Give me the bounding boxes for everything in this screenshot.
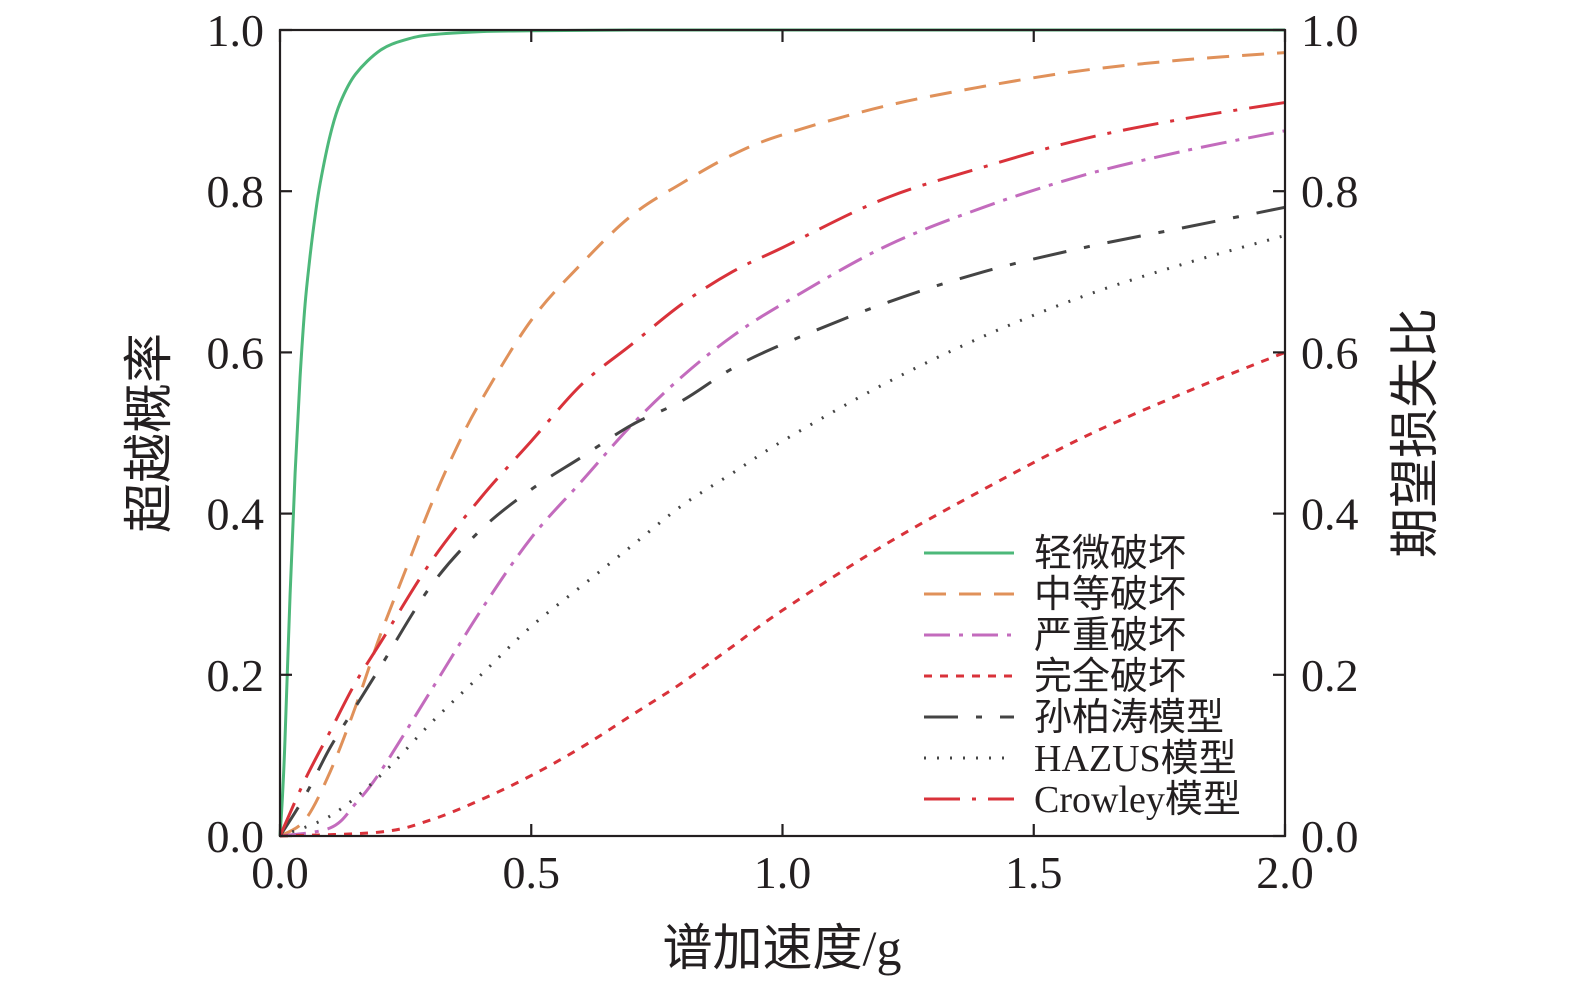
y-tick-label-left-5: 1.0 [207,5,265,56]
series-line-5 [279,234,1286,838]
legend-label-3: 完全破坏 [1034,656,1186,698]
x-tick-label-2: 1.0 [754,847,812,898]
x-axis-label: 谱加速度/g [663,920,902,976]
series-line-6 [278,101,1286,837]
y-tick-label-right-1: 0.2 [1301,650,1359,701]
y-tick-label-right-4: 0.8 [1301,166,1359,217]
y-tick-label-right-5: 1.0 [1301,5,1359,56]
y-tick-label-left-1: 0.2 [207,650,265,701]
legend-label-5: HAZUS模型 [1034,738,1237,780]
y-tick-label-left-2: 0.4 [207,489,265,540]
y-tick-label-left-3: 0.6 [207,327,265,378]
tick-layer: 0.0 0.5 1.0 1.5 2.00.00.20.40.60.81.00.00.20… [207,5,1359,898]
x-tick-label-3: 1.5 [1005,847,1063,898]
y-axis-label-right: 期望损失比 [1387,308,1443,558]
series-line-4 [278,205,1286,837]
series-line-1 [279,51,1286,838]
legend-label-4: 孙柏涛模型 [1034,697,1224,739]
y-tick-label-left-0: 0.0 [207,811,265,862]
y-axis-label-left: 超越概率 [121,333,177,533]
y-tick-label-right-0: 0.0 [1301,811,1359,862]
y-tick-label-left-4: 0.8 [207,166,265,217]
legend-label-6: Crowley模型 [1034,779,1241,821]
series-line-2 [279,129,1286,838]
y-tick-label-right-2: 0.4 [1301,489,1359,540]
x-tick-label-0: 0.0 [251,847,309,898]
y-tick-label-right-3: 0.6 [1301,327,1359,378]
legend-label-0: 轻微破坏 [1034,533,1186,575]
x-tick-label-4: 2.0 [1256,847,1314,898]
legend-label-2: 严重破坏 [1034,615,1186,657]
x-tick-label-1: 0.5 [503,847,561,898]
legend-label-1: 中等破坏 [1034,574,1186,616]
